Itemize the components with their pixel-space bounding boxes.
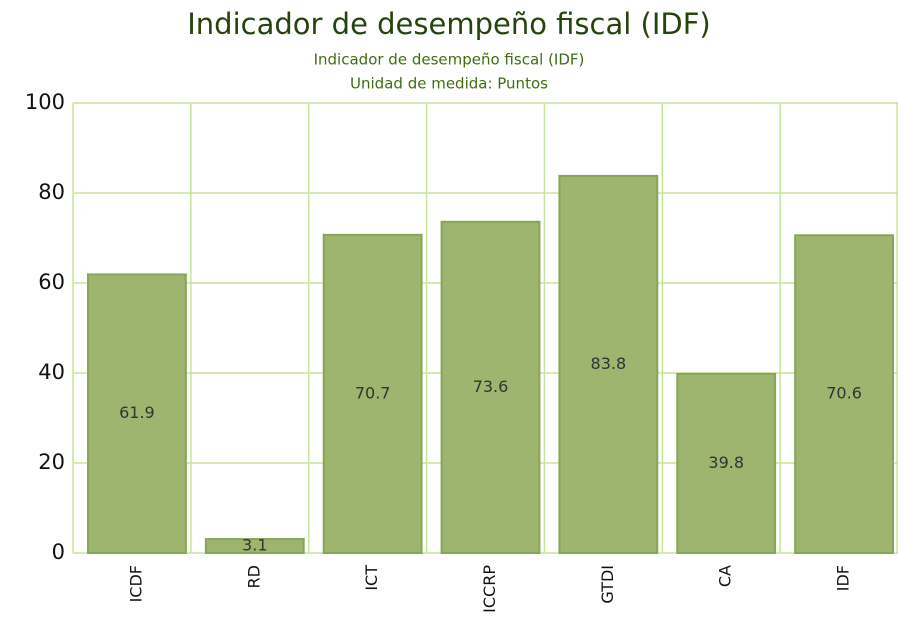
x-tick-label: ICT <box>362 565 381 591</box>
x-tick-label: RD <box>244 565 263 588</box>
chart-subtitle: Indicador de desempeño fiscal (IDF) <box>314 51 585 69</box>
bar <box>558 174 659 554</box>
bar <box>440 220 541 555</box>
data-label: 3.1 <box>242 536 267 555</box>
bar <box>794 234 894 555</box>
y-tick-label: 60 <box>38 270 65 294</box>
bar <box>676 372 777 554</box>
bar <box>87 273 187 554</box>
x-tick-label: ICCRP <box>480 565 499 613</box>
chart-subtitle: Unidad de medida: Puntos <box>350 75 548 93</box>
y-tick-label: 0 <box>52 540 65 564</box>
data-label: 70.6 <box>826 384 862 403</box>
y-tick-label: 100 <box>25 90 65 114</box>
data-label: 73.6 <box>473 377 509 396</box>
x-tick-label: CA <box>716 565 735 587</box>
y-tick-label: 20 <box>38 450 65 474</box>
x-tick-label: GTDI <box>598 565 617 604</box>
data-label: 83.8 <box>591 354 627 373</box>
bar <box>322 233 423 554</box>
data-label: 61.9 <box>119 403 155 422</box>
chart-title: Indicador de desempeño fiscal (IDF) <box>187 7 710 41</box>
data-label: 39.8 <box>708 453 744 472</box>
y-tick-label: 80 <box>38 180 65 204</box>
bar <box>204 538 305 554</box>
data-label: 70.7 <box>355 383 391 402</box>
y-tick-label: 40 <box>38 360 65 384</box>
x-tick-label: IDF <box>834 565 853 591</box>
x-tick-label: ICDF <box>126 565 145 602</box>
